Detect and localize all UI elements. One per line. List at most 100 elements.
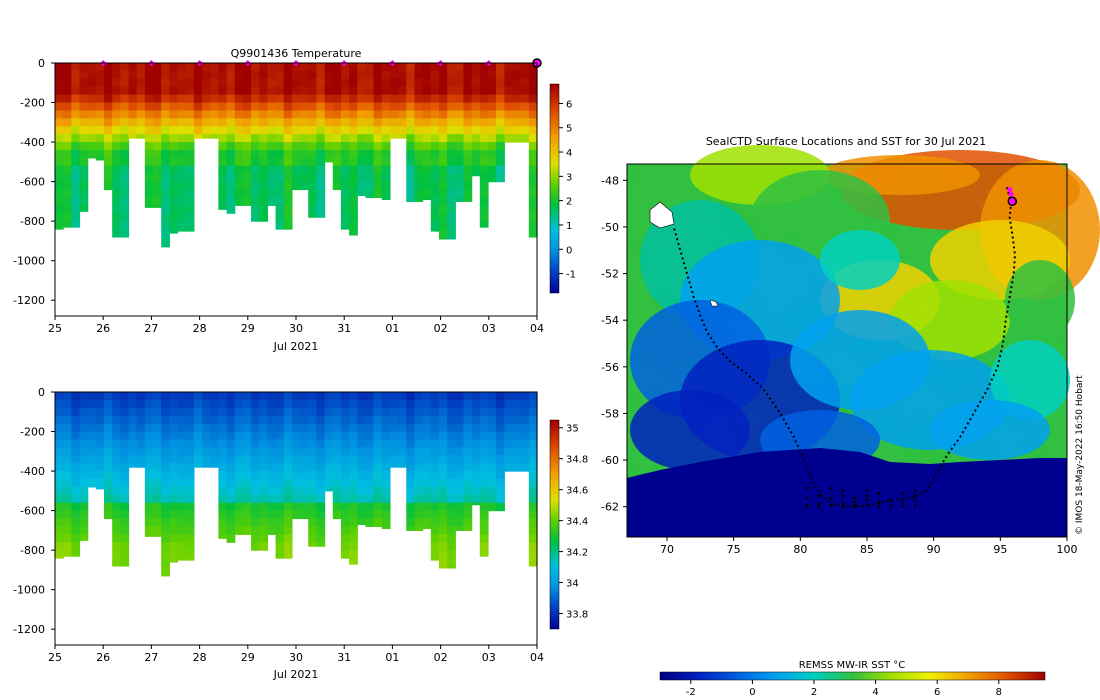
profile-cell xyxy=(479,126,489,135)
profile-cell xyxy=(161,526,170,535)
profile-cell xyxy=(300,110,309,119)
profile-cell xyxy=(430,534,440,543)
profile-cell xyxy=(373,494,383,504)
profile-cell xyxy=(357,126,367,135)
profile-cell xyxy=(430,542,440,551)
profile-cell xyxy=(251,439,260,448)
profile-cell xyxy=(193,447,203,456)
y-tick-label: -1200 xyxy=(13,294,45,307)
profile-cell xyxy=(381,447,391,456)
profile-cell xyxy=(365,439,375,448)
profile-cell xyxy=(496,486,505,496)
profile-cell xyxy=(324,455,334,464)
profile-cell xyxy=(455,181,465,191)
profile-cell xyxy=(177,471,187,480)
profile-cell xyxy=(447,213,456,222)
profile-cell xyxy=(79,189,89,199)
profile-cell xyxy=(373,134,383,143)
profile-cell xyxy=(463,502,473,512)
profile-cell xyxy=(471,463,481,472)
profile-cell xyxy=(406,94,416,104)
profile-cell xyxy=(496,118,505,127)
profile-cell xyxy=(300,510,309,520)
profile-cell xyxy=(438,173,448,183)
profile-cell xyxy=(177,197,187,206)
profile-cell xyxy=(528,78,538,88)
profile-cell xyxy=(479,78,489,88)
profile-cell xyxy=(389,102,399,112)
profile-cell xyxy=(389,134,399,139)
profile-cell xyxy=(71,455,81,464)
profile-cell xyxy=(169,78,179,88)
profile-cell xyxy=(422,134,432,143)
profile-cell xyxy=(161,149,170,159)
profile-cell xyxy=(479,471,489,480)
profile-cell xyxy=(267,399,277,409)
profile-cell xyxy=(340,70,350,80)
profile-cell xyxy=(144,102,154,112)
profile-cell xyxy=(414,407,424,417)
profile-cell xyxy=(528,205,538,214)
profile-cell xyxy=(381,510,391,520)
profile-cell xyxy=(357,86,367,96)
profile-cell xyxy=(120,526,130,535)
profile-cell xyxy=(479,165,489,175)
profile-cell xyxy=(455,510,465,520)
profile-cell xyxy=(177,407,187,417)
profile-cell xyxy=(324,423,334,433)
profile-cell xyxy=(251,165,260,175)
profile-cell xyxy=(471,447,481,456)
profile-cell xyxy=(79,478,89,488)
profile-cell xyxy=(177,542,187,551)
profile-cell xyxy=(87,463,97,472)
profile-cell xyxy=(202,126,211,135)
profile-cell xyxy=(161,494,170,504)
profile-cell xyxy=(414,439,424,448)
profile-cell xyxy=(161,221,170,230)
profile-cell xyxy=(357,134,367,143)
profile-cell xyxy=(389,94,399,104)
profile-cell xyxy=(455,149,465,159)
profile-cell xyxy=(144,134,154,143)
profile-cell xyxy=(128,455,138,464)
profile-cell xyxy=(406,165,416,175)
profile-cell xyxy=(55,126,64,135)
profile-cell xyxy=(234,510,244,520)
profile-cell xyxy=(177,142,187,151)
profile-cell xyxy=(438,463,448,472)
profile-cell xyxy=(447,78,456,88)
profile-cell xyxy=(332,471,342,480)
profile-cell xyxy=(300,415,309,425)
profile-cell xyxy=(226,149,236,159)
profile-cell xyxy=(422,94,432,104)
profile-cell xyxy=(340,197,350,206)
profile-cell xyxy=(496,94,505,104)
profile-cell xyxy=(349,407,358,417)
profile-cell xyxy=(112,526,121,535)
profile-cell xyxy=(373,189,383,199)
profile-cell xyxy=(528,197,538,206)
x-tick-label: 28 xyxy=(193,651,207,664)
profile-cell xyxy=(275,542,285,551)
lat-tick-label: -54 xyxy=(601,314,619,327)
track-point xyxy=(901,492,905,495)
profile-cell xyxy=(218,110,228,119)
profile-cell xyxy=(349,558,358,565)
profile-cell xyxy=(112,197,121,206)
profile-cell xyxy=(365,134,375,143)
profile-cell xyxy=(153,142,162,151)
profile-cell xyxy=(267,118,277,127)
profile-cell xyxy=(291,407,301,417)
profile-cell xyxy=(234,399,244,409)
profile-cell xyxy=(202,102,211,112)
profile-cell xyxy=(471,478,481,488)
profile-cell xyxy=(414,142,424,151)
profile-cell xyxy=(153,78,162,88)
profile-cell xyxy=(316,534,326,543)
profile-cell xyxy=(210,423,219,433)
profile-cell xyxy=(55,518,64,528)
profile-cell xyxy=(87,126,97,135)
profile-cell xyxy=(259,70,269,80)
profile-cell xyxy=(414,471,424,480)
profile-cell xyxy=(300,126,309,135)
